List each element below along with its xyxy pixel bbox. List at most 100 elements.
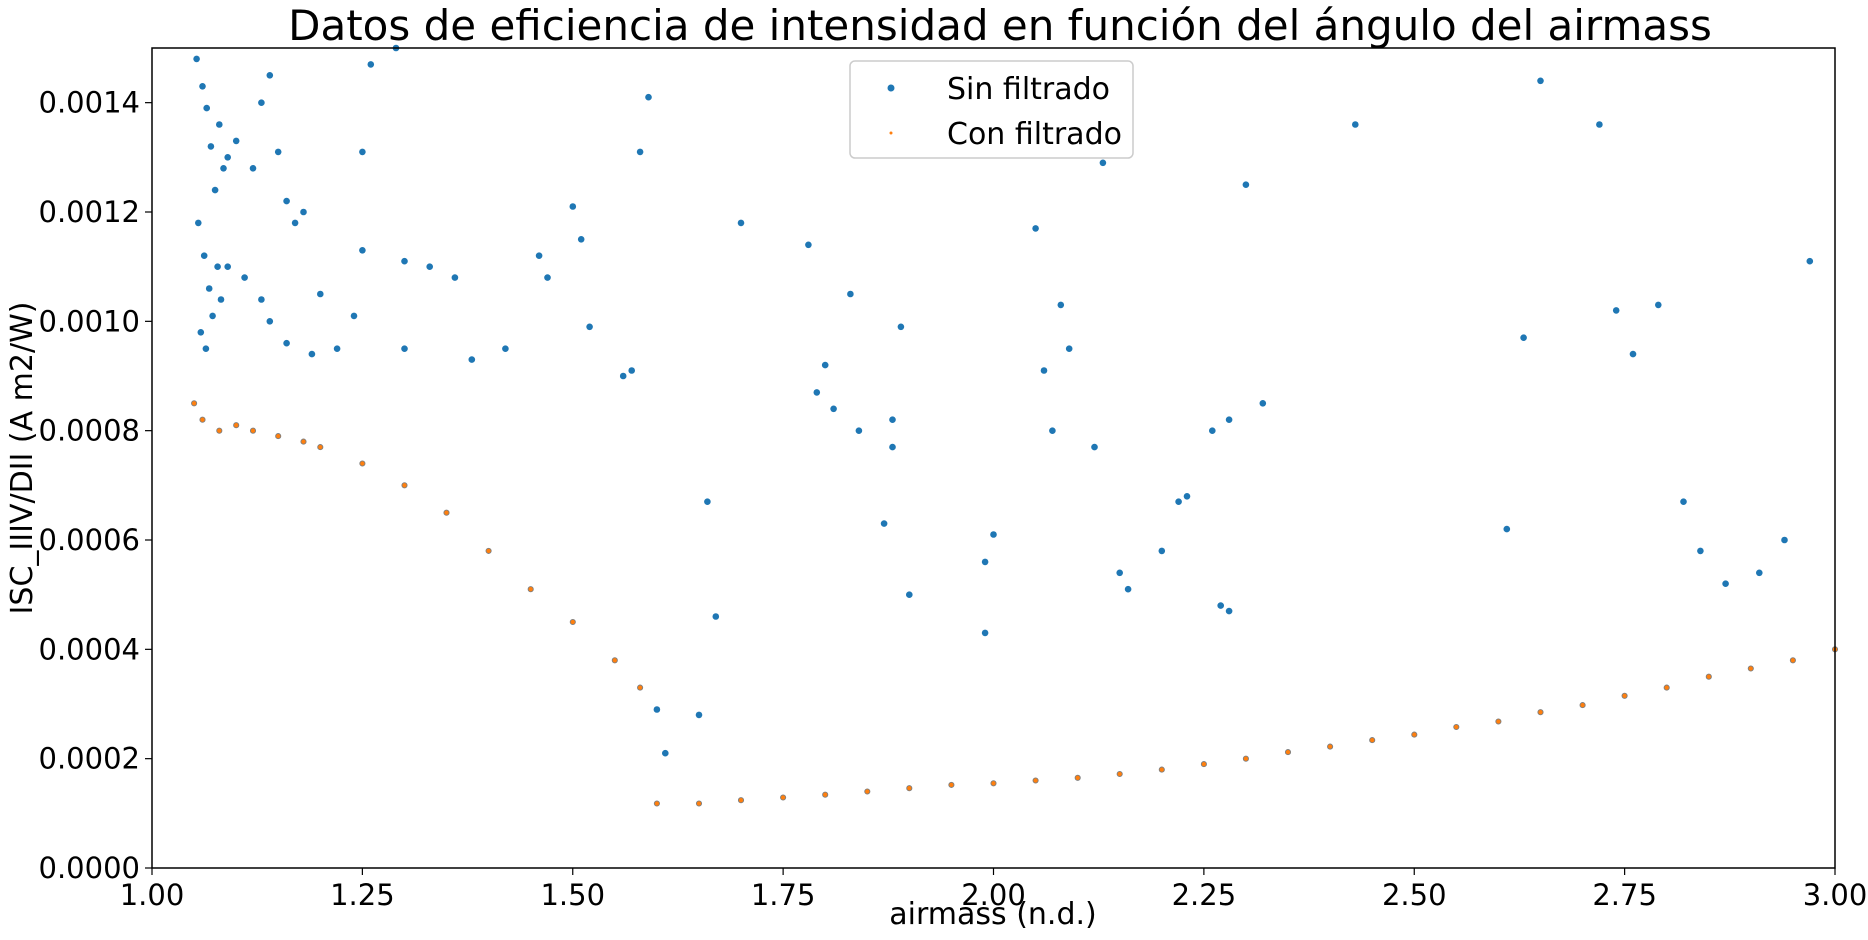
x-tick-label-8: 3.00 xyxy=(1803,878,1868,912)
point-1-30 xyxy=(1242,755,1249,762)
point-0-13 xyxy=(197,329,205,336)
point-0-3 xyxy=(207,143,215,150)
point-1-34 xyxy=(1411,731,1418,738)
point-0-14 xyxy=(202,345,210,353)
y-tick-label-5: 0.0010 xyxy=(39,304,140,338)
point-0-40 xyxy=(451,274,459,281)
point-0-28 xyxy=(283,339,290,347)
point-1-16 xyxy=(653,800,660,807)
point-1-14 xyxy=(611,657,618,664)
point-0-79 xyxy=(1259,400,1267,407)
point-0-27 xyxy=(266,318,274,325)
point-0-17 xyxy=(224,263,231,271)
y-tick-label-3: 0.0006 xyxy=(39,523,140,557)
point-0-50 xyxy=(619,372,627,380)
point-1-8 xyxy=(359,460,366,467)
point-0-39 xyxy=(426,263,434,271)
point-0-71 xyxy=(1116,569,1123,577)
point-0-16 xyxy=(217,296,225,303)
point-0-61 xyxy=(897,323,905,331)
legend-label-sin-filtrado: Sin filtrado xyxy=(947,72,1110,107)
point-0-22 xyxy=(283,197,290,205)
point-0-103 xyxy=(662,749,669,757)
point-0-4 xyxy=(211,186,219,194)
point-0-38 xyxy=(401,345,408,353)
point-0-7 xyxy=(224,154,231,161)
x-tick-label-2: 1.50 xyxy=(540,878,605,912)
point-0-66 xyxy=(1049,427,1056,435)
point-0-33 xyxy=(359,247,366,254)
point-0-98 xyxy=(981,629,989,637)
point-0-60 xyxy=(889,443,896,451)
point-1-22 xyxy=(906,785,913,792)
point-0-78 xyxy=(1242,181,1250,188)
y-tick-label-0: 0.0000 xyxy=(39,851,140,885)
chart-title: Datos de eficiencia de intensidad en fun… xyxy=(288,1,1712,50)
point-0-84 xyxy=(1520,334,1527,342)
point-0-41 xyxy=(468,356,476,363)
point-0-80 xyxy=(1217,602,1224,609)
point-0-53 xyxy=(805,241,812,249)
point-1-21 xyxy=(864,788,871,795)
point-0-48 xyxy=(636,148,644,156)
y-tick-label-1: 0.0002 xyxy=(39,742,140,776)
point-0-55 xyxy=(821,361,829,369)
point-0-44 xyxy=(544,274,551,281)
point-0-32 xyxy=(350,312,358,320)
point-0-83 xyxy=(1503,525,1511,533)
point-0-1 xyxy=(199,83,206,90)
x-tick-label-3: 1.75 xyxy=(751,878,816,912)
series-1 xyxy=(191,400,1839,807)
point-0-51 xyxy=(628,367,635,374)
point-0-11 xyxy=(205,285,213,292)
point-1-3 xyxy=(233,422,240,429)
point-0-46 xyxy=(577,236,585,243)
y-axis-ticks: 0.0000 0.0002 0.0004 0.0006 0.0008 0.0010 0.00… xyxy=(39,86,152,885)
point-1-24 xyxy=(990,780,997,787)
point-1-27 xyxy=(1116,770,1123,778)
legend: Sin filtrado Con filtrado xyxy=(849,60,1134,159)
point-0-92 xyxy=(1722,580,1729,587)
point-0-77 xyxy=(1225,416,1233,424)
point-0-88 xyxy=(1629,350,1637,358)
point-1-9 xyxy=(401,482,408,489)
x-axis-label: airmass (n.d.) xyxy=(889,897,1096,932)
point-0-82 xyxy=(1352,121,1359,128)
point-0-34 xyxy=(359,148,366,156)
point-0-62 xyxy=(880,520,888,527)
point-0-94 xyxy=(1781,536,1788,544)
point-0-85 xyxy=(1537,77,1544,85)
point-0-96 xyxy=(981,558,989,566)
point-1-5 xyxy=(275,433,282,440)
point-0-43 xyxy=(535,252,543,259)
point-0-31 xyxy=(333,345,341,353)
point-0-52 xyxy=(737,219,745,227)
legend-marker-con-filtrado xyxy=(889,131,893,135)
point-0-19 xyxy=(258,99,265,106)
point-0-93 xyxy=(1756,569,1763,577)
point-0-65 xyxy=(1040,367,1048,374)
point-1-32 xyxy=(1327,743,1334,750)
point-0-20 xyxy=(266,72,274,79)
point-1-43 xyxy=(1789,657,1796,664)
x-tick-label-6: 2.50 xyxy=(1382,878,1447,912)
point-0-57 xyxy=(847,290,854,298)
point-0-42 xyxy=(502,345,509,353)
point-1-19 xyxy=(780,794,787,801)
point-0-97 xyxy=(990,531,997,538)
point-1-25 xyxy=(1032,777,1039,784)
point-0-35 xyxy=(367,61,375,68)
point-1-29 xyxy=(1200,761,1207,768)
point-0-90 xyxy=(1680,498,1687,506)
point-0-89 xyxy=(1655,301,1662,309)
legend-label-con-filtrado: Con filtrado xyxy=(947,117,1122,152)
point-0-72 xyxy=(1124,585,1132,593)
point-0-8 xyxy=(232,137,240,145)
y-tick-label-6: 0.0012 xyxy=(39,195,140,229)
point-1-38 xyxy=(1579,702,1586,709)
point-0-91 xyxy=(1697,547,1704,555)
point-1-2 xyxy=(216,427,223,434)
point-0-26 xyxy=(258,296,265,303)
point-1-11 xyxy=(485,547,492,554)
point-0-102 xyxy=(653,706,661,713)
